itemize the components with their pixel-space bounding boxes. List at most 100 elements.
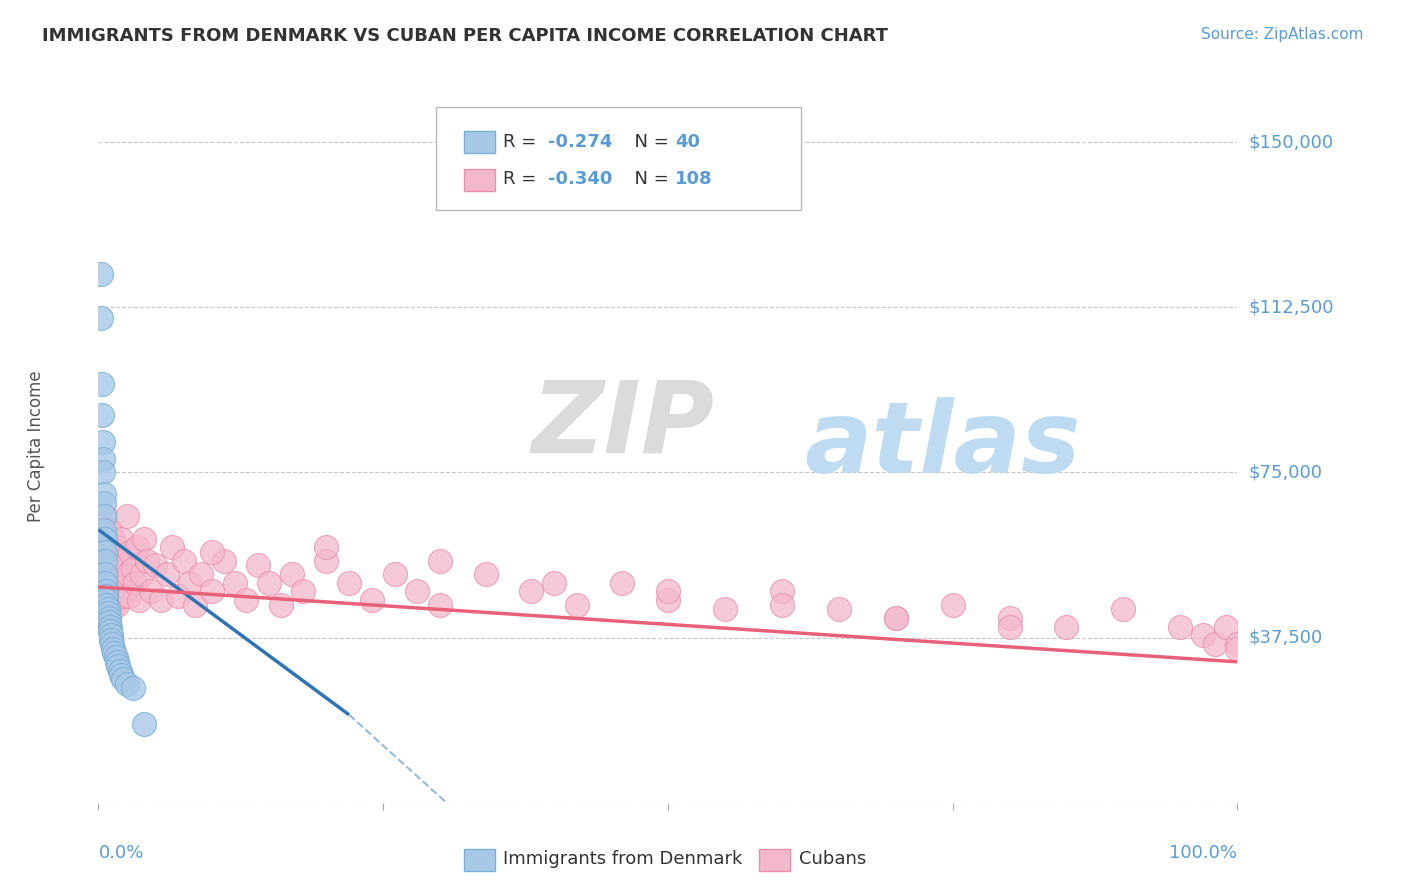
Point [714,602,737,616]
Text: atlas: atlas [804,398,1081,494]
Point [96,541,118,555]
Point [98,624,121,638]
Point [998,611,1021,625]
Point [94,532,117,546]
Point [770,584,793,599]
Point [103,553,125,567]
Point [94,575,117,590]
Point [101,549,124,563]
Point [96,589,118,603]
Point [103,646,125,660]
Text: $112,500: $112,500 [1249,298,1334,317]
Text: 40: 40 [675,133,700,151]
Point [91,584,114,599]
Point [96,532,118,546]
Point [100,545,122,559]
Point [167,589,190,603]
Text: Cubans: Cubans [799,850,866,868]
Point [112,673,135,687]
Point [124,575,146,590]
Point [112,589,135,603]
Point [94,602,117,616]
Point [94,553,117,567]
Point [96,607,118,621]
Point [132,716,155,731]
Point [96,602,118,616]
Point [90,377,112,392]
Point [90,408,112,422]
Text: Per Capita Income: Per Capita Income [27,370,45,522]
Point [98,589,121,603]
Text: -0.274: -0.274 [548,133,613,151]
Point [104,541,127,555]
Point [98,619,121,633]
Point [96,619,118,633]
Point [105,562,128,576]
Point [110,668,132,682]
Point [212,553,235,567]
Point [315,541,337,555]
Point [173,553,195,567]
Point [201,584,224,599]
Point [224,575,246,590]
Point [998,619,1021,633]
Point [108,584,131,599]
Text: R =: R = [503,170,543,188]
Point [1054,619,1078,633]
Point [108,553,131,567]
Point [93,523,115,537]
Point [884,611,907,625]
Point [131,566,153,581]
Point [104,650,127,665]
Point [270,598,292,612]
Point [156,566,179,581]
Point [117,566,139,581]
Text: ZIP: ZIP [531,376,714,473]
Point [93,509,115,524]
Point [91,466,114,480]
Point [118,589,141,603]
Point [104,584,127,599]
Point [103,598,125,612]
Point [103,532,125,546]
Point [96,598,118,612]
Point [96,584,118,599]
Point [884,611,907,625]
Point [90,598,112,612]
Point [121,681,143,696]
Point [96,593,118,607]
Text: N =: N = [623,133,675,151]
Point [97,615,120,630]
Point [315,553,337,567]
Point [91,553,114,567]
Point [94,566,117,581]
Point [657,593,679,607]
Point [115,509,138,524]
Point [132,532,155,546]
Point [90,267,112,281]
Point [101,598,124,612]
Point [93,496,115,510]
Point [93,607,115,621]
Point [281,566,304,581]
Point [429,553,451,567]
Point [101,637,124,651]
Point [1192,628,1215,642]
Point [259,575,281,590]
Point [98,558,121,572]
Text: $37,500: $37,500 [1249,629,1323,647]
Point [128,593,150,607]
Point [107,575,129,590]
Point [108,664,131,678]
Point [100,628,122,642]
Point [105,655,128,669]
Point [1170,619,1192,633]
Point [292,584,315,599]
Point [114,553,136,567]
Point [120,545,142,559]
Point [110,532,132,546]
Point [190,566,212,581]
Point [246,558,269,572]
Point [235,593,257,607]
Point [115,677,138,691]
